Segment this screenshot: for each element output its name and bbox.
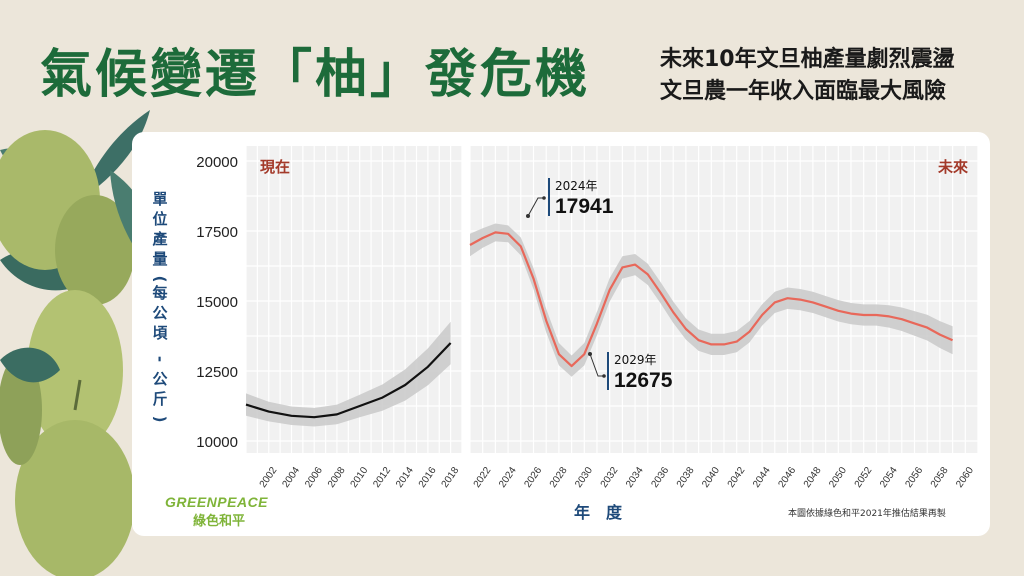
y-axis-label-char: 公 <box>152 304 167 322</box>
past-confidence-band <box>246 321 451 427</box>
pomelo-illustration <box>0 110 161 576</box>
y-axis-label-char: 公 <box>152 370 167 388</box>
future-x-tick-label: 2044 <box>751 465 773 490</box>
future-series-line <box>469 231 954 368</box>
future-x-tick-label: 2024 <box>497 465 519 490</box>
past-x-tick-label: 2008 <box>326 465 348 490</box>
future-x-tick-label: 2028 <box>548 465 570 490</box>
past-x-tick-label: 2014 <box>394 465 416 490</box>
future-x-tick-label: 2052 <box>853 465 875 490</box>
y-tick-label: 20000 <box>196 154 238 171</box>
annotation-dot <box>602 374 606 378</box>
y-axis-label-char: 每 <box>152 284 167 302</box>
y-axis-label-char: 產 <box>151 230 167 248</box>
annotation-dot <box>542 196 546 200</box>
future-x-tick-label: 2060 <box>954 465 976 490</box>
past-x-tick-label: 2004 <box>280 465 302 490</box>
y-axis-label-char: ( <box>151 276 169 283</box>
future-x-tick-label: 2050 <box>827 465 849 490</box>
future-x-tick-label: 2022 <box>472 465 494 490</box>
future-panel-label: 未來 <box>937 158 968 176</box>
future-x-tick-label: 2042 <box>726 465 748 490</box>
future-x-tick-label: 2038 <box>675 465 697 490</box>
source-note: 本圖依據綠色和平2021年推估結果再製 <box>788 509 946 519</box>
future-x-tick-label: 2058 <box>929 465 951 490</box>
y-axis-label-char: 單 <box>152 190 167 208</box>
subtitle-line-1: 未來10年文旦柚產量劇烈震盪 <box>660 47 955 72</box>
y-axis-label-char: 量 <box>152 250 167 268</box>
y-tick-label: 12500 <box>196 364 238 381</box>
y-axis-label-char: 頃 <box>152 324 168 342</box>
past-x-tick-label: 2012 <box>371 465 393 490</box>
page-title: 氣候變遷「柚」發危機 <box>40 45 591 105</box>
x-axis-label: 年 度 <box>574 503 623 522</box>
future-x-tick-label: 2030 <box>573 465 595 490</box>
past-series-line <box>245 342 452 419</box>
y-axis-label-char: 位 <box>152 210 167 228</box>
future-x-tick-label: 2046 <box>776 465 798 490</box>
logo-en: GREENPEACE <box>165 494 269 510</box>
annotation-year: 2029年 <box>614 353 657 367</box>
y-axis-label-char: ) <box>151 416 169 423</box>
y-axis-label-char: - <box>151 356 169 362</box>
future-x-tick-label: 2040 <box>700 465 722 490</box>
past-x-tick-label: 2010 <box>349 465 371 490</box>
future-x-tick-label: 2048 <box>802 465 824 490</box>
y-tick-label: 10000 <box>196 434 238 451</box>
past-x-tick-label: 2006 <box>303 465 325 490</box>
annotation-year: 2024年 <box>555 179 598 193</box>
logo-zh: 綠色和平 <box>193 514 246 529</box>
past-panel-label: 現在 <box>260 158 290 176</box>
past-x-tick-label: 2018 <box>440 465 462 490</box>
future-x-tick-label: 2056 <box>903 465 925 490</box>
future-x-tick-label: 2026 <box>522 465 544 490</box>
y-tick-label: 17500 <box>196 224 238 241</box>
greenpeace-logo: GREENPEACE 綠色和平 <box>165 494 268 529</box>
past-x-tick-label: 2002 <box>258 465 280 490</box>
annotation-value: 17941 <box>555 195 614 218</box>
future-x-tick-label: 2054 <box>878 465 900 490</box>
y-axis-label-char: 斤 <box>152 390 167 408</box>
annotation-leader <box>589 353 604 377</box>
subtitle-line-2: 文旦農一年收入面臨最大風險 <box>660 79 947 104</box>
y-tick-label: 15000 <box>196 294 238 311</box>
subtitle: 未來10年文旦柚產量劇烈震盪 文旦農一年收入面臨最大風險 <box>660 44 955 108</box>
annotation-leader <box>527 197 544 217</box>
future-x-tick-label: 2034 <box>624 465 646 490</box>
annotation-value: 12675 <box>614 369 673 392</box>
future-x-tick-label: 2036 <box>649 465 671 490</box>
past-x-tick-label: 2016 <box>417 465 439 490</box>
future-x-tick-label: 2032 <box>599 465 621 490</box>
